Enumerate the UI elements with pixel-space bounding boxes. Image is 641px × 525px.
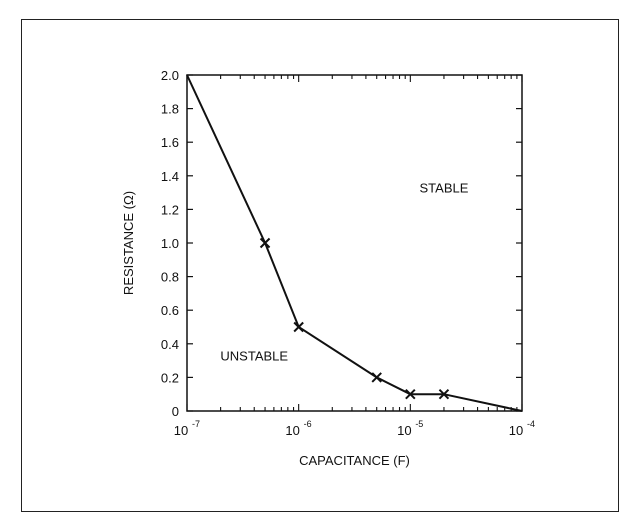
unstable-region-label: UNSTABLE	[220, 349, 288, 364]
y-tick-label: 0.8	[161, 270, 179, 285]
marker-stroke	[259, 237, 271, 249]
stable-region-label: STABLE	[420, 181, 469, 196]
y-tick-label: 0.4	[161, 337, 179, 352]
x-axis-label: CAPACITANCE (F)	[299, 453, 410, 468]
marker-stroke	[293, 321, 304, 333]
x-tick-exponent: -7	[192, 419, 200, 429]
y-tick-label: 1.0	[161, 236, 179, 251]
data-point-marker	[259, 237, 271, 249]
y-tick-label: 0.6	[161, 303, 179, 318]
marker-stroke	[438, 388, 450, 400]
data-point-marker	[371, 372, 382, 383]
series-layer	[186, 74, 523, 412]
y-axis-label: RESISTANCE (Ω)	[121, 191, 136, 295]
x-tick-exponent: -5	[415, 419, 423, 429]
x-tick-label: 10	[509, 423, 523, 438]
x-tick-label: 10	[397, 423, 411, 438]
marker-stroke	[371, 372, 382, 383]
marker-stroke	[405, 388, 416, 400]
x-tick-exponent: -6	[304, 419, 312, 429]
y-tick-label: 0.2	[161, 370, 179, 385]
y-tick-label: 1.6	[161, 135, 179, 150]
figure-frame: 0 0.2 0.4 0.6 0.8 1.0 1.2 1.4 1.6 1.8 2.0 10 -7 10 -6 1…	[21, 19, 619, 512]
labels-layer: 0 0.2 0.4 0.6 0.8 1.0 1.2 1.4 1.6 1.8 2.0 10 -7 10 -6 1…	[161, 68, 535, 438]
data-point-marker	[405, 388, 416, 400]
plot-area-frame	[186, 74, 523, 412]
data-point-marker	[438, 388, 450, 400]
x-tick-label: 10	[285, 423, 299, 438]
y-tick-label: 0	[172, 404, 179, 419]
y-tick-label: 1.4	[161, 169, 179, 184]
x-tick-label: 10	[174, 423, 188, 438]
x-tick-exponent: -4	[527, 419, 535, 429]
resistance-capacitance-chart: 0 0.2 0.4 0.6 0.8 1.0 1.2 1.4 1.6 1.8 2.0 10 -7 10 -6 1…	[121, 68, 535, 468]
y-tick-label: 2.0	[161, 68, 179, 83]
data-point-marker	[293, 321, 304, 333]
y-tick-label: 1.8	[161, 102, 179, 117]
y-tick-label: 1.2	[161, 202, 179, 217]
